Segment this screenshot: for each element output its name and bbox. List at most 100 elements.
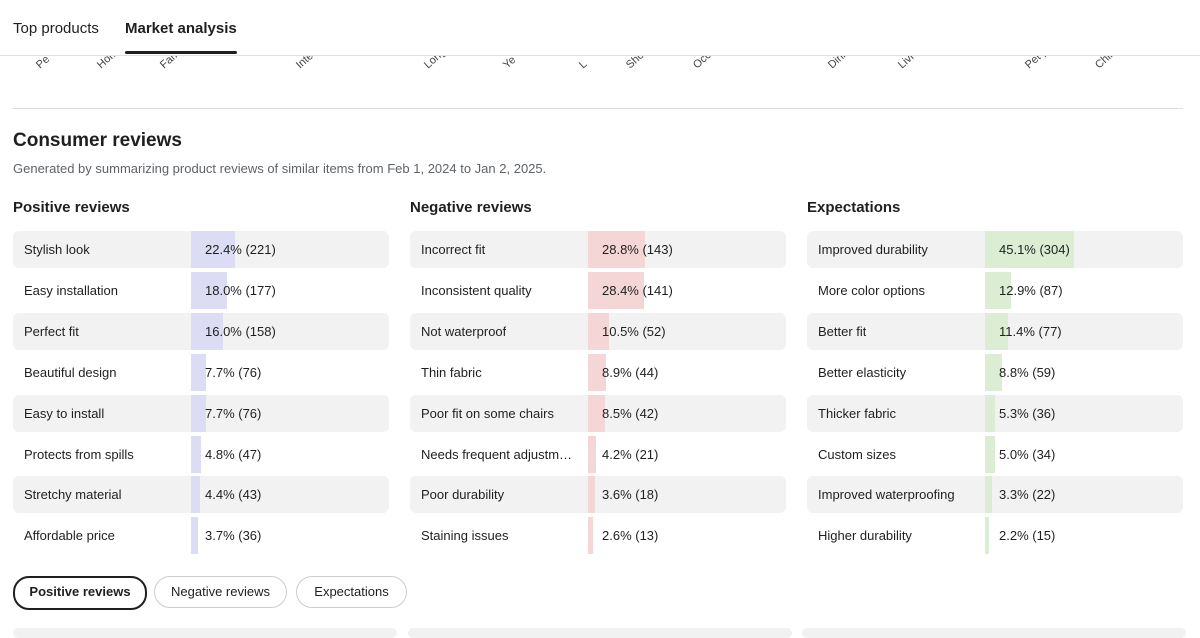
- group-title: Expectations: [807, 199, 901, 216]
- review-row: Improved waterproofing 3.3% (22): [807, 476, 1183, 514]
- share-bar: [985, 435, 995, 473]
- review-value: 7.7% (76): [205, 405, 262, 421]
- review-label: Not waterproof: [421, 323, 507, 339]
- review-label: Better elasticity: [818, 364, 907, 380]
- topic-label: L: [577, 58, 590, 71]
- share-bar: [191, 476, 200, 514]
- tab[interactable]: Market analysis: [125, 20, 237, 37]
- topic-label: Livi: [896, 56, 916, 71]
- filter-chip[interactable]: Negative reviews: [154, 576, 287, 608]
- review-value: 3.7% (36): [205, 528, 262, 544]
- review-value: 11.4% (77): [999, 323, 1062, 339]
- review-value: 8.9% (44): [602, 364, 659, 380]
- review-value: 3.3% (22): [999, 487, 1056, 503]
- review-label: More color options: [818, 282, 925, 298]
- share-bar: [985, 231, 1075, 268]
- topic-label: Short-t: [624, 56, 657, 71]
- review-label: Poor fit on some chairs: [421, 405, 554, 421]
- review-label: Easy installation: [24, 282, 118, 298]
- review-label: Beautiful design: [24, 364, 117, 380]
- review-label: Stylish look: [24, 242, 90, 257]
- review-label: Affordable price: [24, 528, 115, 544]
- filter-chip[interactable]: Expectations: [296, 576, 407, 608]
- review-value: 10.5% (52): [602, 323, 666, 339]
- review-label: Better fit: [818, 323, 867, 339]
- review-label: Staining issues: [421, 528, 509, 544]
- review-row: Easy installation 18.0% (177): [13, 271, 389, 309]
- review-row: Better elasticity 8.8% (59): [807, 353, 1183, 391]
- review-value: 4.8% (47): [205, 446, 262, 462]
- card-top: [802, 628, 1186, 638]
- topic-strip: Pe Hom Famili Interio Longt Ye L Short-t Occasi D…: [34, 56, 1120, 71]
- topic-label: Famili: [158, 56, 188, 71]
- review-row: Improved durability 45.1% (304): [807, 231, 1183, 268]
- share-bar: [191, 312, 223, 350]
- review-value: 5.3% (36): [999, 405, 1056, 421]
- review-row: Protects from spills 4.8% (47): [13, 435, 389, 473]
- share-bar: [985, 476, 992, 514]
- share-bar: [191, 517, 199, 555]
- share-bar: [588, 271, 645, 309]
- review-row: Needs frequent adjustmen… 4.2% (21): [410, 435, 786, 473]
- tab[interactable]: Top products: [13, 20, 99, 37]
- share-bar: [985, 312, 1008, 350]
- filter-chip[interactable]: Positive reviews: [13, 576, 147, 610]
- review-label: Stretchy material: [24, 487, 122, 503]
- review-value: 4.4% (43): [205, 487, 262, 503]
- share-bar: [985, 517, 990, 555]
- review-label: Improved durability: [818, 242, 928, 257]
- section-title: Consumer reviews: [13, 130, 182, 151]
- section-subtitle: Generated by summarizing product reviews…: [13, 161, 547, 176]
- share-bar: [191, 353, 207, 391]
- review-row: Inconsistent quality 28.4% (141): [410, 271, 786, 309]
- review-row: Stylish look 22.4% (221): [13, 231, 389, 268]
- topic-label: Dini: [826, 56, 848, 71]
- topic-label: Hom: [95, 56, 120, 71]
- review-value: 16.0% (158): [205, 323, 276, 339]
- topic-label: Interio: [294, 56, 325, 71]
- review-label: Thin fabric: [421, 364, 482, 380]
- review-row: Custom sizes 5.0% (34): [807, 435, 1183, 473]
- review-label: Incorrect fit: [421, 242, 486, 257]
- review-value: 3.6% (18): [602, 487, 659, 503]
- review-value: 22.4% (221): [205, 242, 276, 257]
- review-value: 28.8% (143): [602, 242, 673, 257]
- review-row: Not waterproof 10.5% (52): [410, 312, 786, 350]
- share-bar: [191, 435, 201, 473]
- share-bar: [191, 231, 236, 268]
- review-label: Protects from spills: [24, 446, 134, 462]
- review-label: Poor durability: [421, 487, 505, 503]
- review-row: Thicker fabric 5.3% (36): [807, 394, 1183, 432]
- review-row: Poor durability 3.6% (18): [410, 476, 786, 514]
- share-bar: [588, 517, 594, 555]
- review-row: Beautiful design 7.7% (76): [13, 353, 389, 391]
- review-value: 12.9% (87): [999, 282, 1063, 298]
- divider: [13, 108, 1183, 109]
- review-row: Stretchy material 4.4% (43): [13, 476, 389, 514]
- share-bar: [588, 231, 646, 268]
- topic-label: Pet p: [1023, 56, 1050, 71]
- share-bar: [588, 476, 596, 514]
- topic-label: Occasi: [691, 56, 724, 71]
- review-row: Perfect fit 16.0% (158): [13, 312, 389, 350]
- review-value: 2.6% (13): [602, 528, 659, 544]
- review-label: Higher durability: [818, 528, 912, 544]
- review-label: Easy to install: [24, 405, 105, 421]
- review-value: 45.1% (304): [999, 242, 1070, 257]
- review-label: Needs frequent adjustmen…: [421, 446, 579, 462]
- review-value: 8.5% (42): [602, 405, 659, 421]
- header-border: [0, 55, 1200, 56]
- share-bar: [588, 435, 597, 473]
- tab-indicator: [125, 51, 237, 54]
- review-row: Incorrect fit 28.8% (143): [410, 231, 786, 268]
- share-bar: [191, 394, 207, 432]
- share-bar: [985, 394, 996, 432]
- share-bar: [588, 312, 609, 350]
- review-value: 7.7% (76): [205, 364, 262, 380]
- group-title: Negative reviews: [410, 199, 532, 216]
- review-label: Custom sizes: [818, 446, 897, 462]
- topic-label: Pe: [34, 56, 52, 71]
- share-bar: [985, 271, 1011, 309]
- review-value: 8.8% (59): [999, 364, 1056, 380]
